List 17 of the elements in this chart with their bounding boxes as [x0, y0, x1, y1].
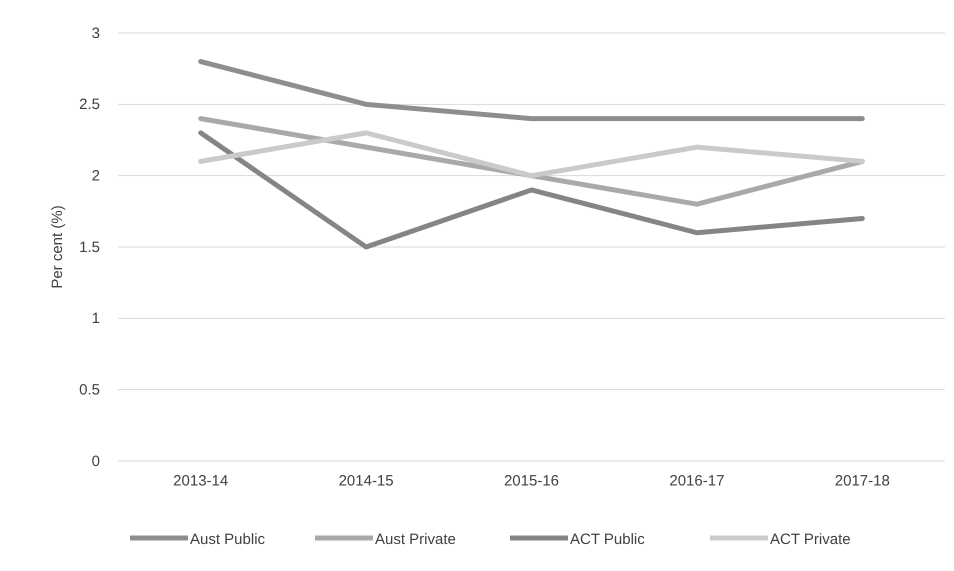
y-tick-label: 1: [92, 310, 100, 328]
x-tick-label: 2015-16: [504, 472, 560, 490]
y-tick-label: 2.5: [79, 96, 100, 114]
legend-label: ACT Public: [570, 531, 646, 548]
legend-label: Aust Private: [375, 531, 456, 548]
y-tick-label: 1.5: [79, 238, 100, 256]
legend-label: Aust Public: [190, 531, 266, 548]
y-tick-label: 2: [92, 167, 100, 184]
x-tick-label: 2014-15: [338, 472, 394, 490]
y-axis-title: Per cent (%): [49, 205, 66, 289]
y-tick-label: 0: [92, 452, 100, 470]
x-tick-label: 2017-18: [834, 472, 890, 490]
x-tick-label: 2016-17: [669, 472, 724, 490]
y-tick-label: 0.5: [79, 381, 100, 398]
y-tick-label: 3: [92, 24, 100, 42]
x-tick-label: 2013-14: [173, 472, 228, 490]
legend-label: ACT Private: [770, 531, 851, 548]
